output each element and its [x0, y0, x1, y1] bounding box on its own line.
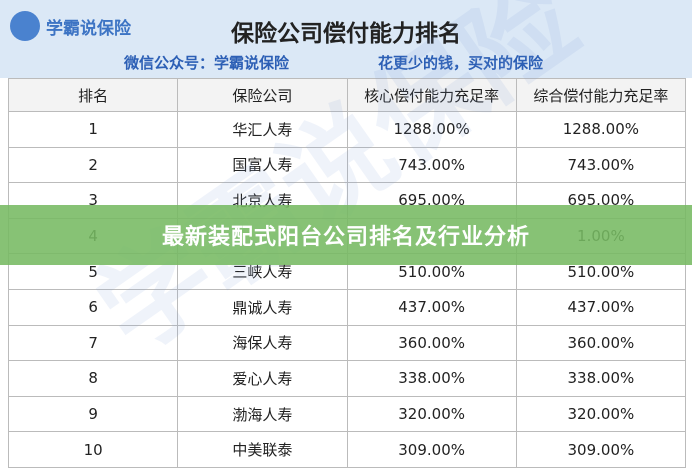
column-header: 保险公司	[177, 78, 348, 112]
table: 排名 保险公司 核心偿付能力充足率 综合偿付能力充足率 1 华汇人寿 1288.00% 128…	[7, 78, 687, 468]
table-cell: 320.00%	[346, 395, 517, 433]
table-cell: 7	[7, 324, 179, 362]
table-row: 2 国富人寿 743.00% 743.00%	[7, 146, 687, 184]
header: 学霸说保险 保险公司偿付能力排名 微信公众号：学霸说保险 花更少的钱，买对的保险	[0, 0, 692, 78]
table-cell: 爱心人寿	[177, 360, 348, 397]
table-cell: 743.00%	[346, 146, 517, 184]
table-cell: 华汇人寿	[177, 111, 348, 148]
table-row: 6 鼎诚人寿 437.00% 437.00%	[7, 288, 687, 326]
table-cell: 309.00%	[346, 431, 517, 468]
table-cell: 6	[7, 288, 179, 326]
table-cell: 743.00%	[515, 146, 687, 184]
header-row: 排名 保险公司 核心偿付能力充足率 综合偿付能力充足率	[7, 78, 687, 112]
table-cell: 338.00%	[515, 360, 687, 397]
logo-icon	[10, 11, 40, 41]
table-cell: 320.00%	[515, 395, 687, 433]
table-cell: 8	[7, 360, 179, 397]
column-header: 排名	[7, 78, 179, 112]
table-cell: 国富人寿	[177, 146, 348, 184]
table-cell: 1	[7, 111, 179, 148]
table-cell: 中美联泰	[177, 431, 348, 468]
column-header: 综合偿付能力充足率	[515, 78, 687, 112]
table-row: 7 海保人寿 360.00% 360.00%	[7, 324, 687, 362]
table-cell: 338.00%	[346, 360, 517, 397]
table-cell: 1288.00%	[515, 111, 687, 148]
table-row: 1 华汇人寿 1288.00% 1288.00%	[7, 111, 687, 148]
table-cell: 鼎诚人寿	[177, 288, 348, 326]
table-cell: 360.00%	[346, 324, 517, 362]
table-cell: 437.00%	[346, 288, 517, 326]
logo-text: 学霸说保险	[46, 18, 131, 39]
table-cell: 1288.00%	[346, 111, 517, 148]
table-body: 1 华汇人寿 1288.00% 1288.00% 2 国富人寿 743.00% 743.00%…	[7, 111, 687, 468]
table-cell: 309.00%	[515, 431, 687, 468]
logo: 学霸说保险	[10, 10, 131, 42]
table-row: 9 渤海人寿 320.00% 320.00%	[7, 395, 687, 433]
table-cell: 渤海人寿	[177, 395, 348, 433]
title: 保险公司偿付能力排名	[231, 21, 461, 47]
table-cell: 437.00%	[515, 288, 687, 326]
table-cell: 海保人寿	[177, 324, 348, 362]
table-cell: 360.00%	[515, 324, 687, 362]
banner: 最新装配式阳台公司排名及行业分析	[0, 205, 692, 265]
column-header: 核心偿付能力充足率	[346, 78, 517, 112]
table-row: 8 爱心人寿 338.00% 338.00%	[7, 360, 687, 397]
table-cell: 2	[7, 146, 179, 184]
table-row: 10 中美联泰 309.00% 309.00%	[7, 431, 687, 468]
subtitle: 微信公众号：学霸说保险	[124, 54, 290, 72]
table-cell: 10	[7, 431, 179, 468]
subtitle: 花更少的钱，买对的保险	[378, 54, 544, 72]
table-cell: 9	[7, 395, 179, 433]
